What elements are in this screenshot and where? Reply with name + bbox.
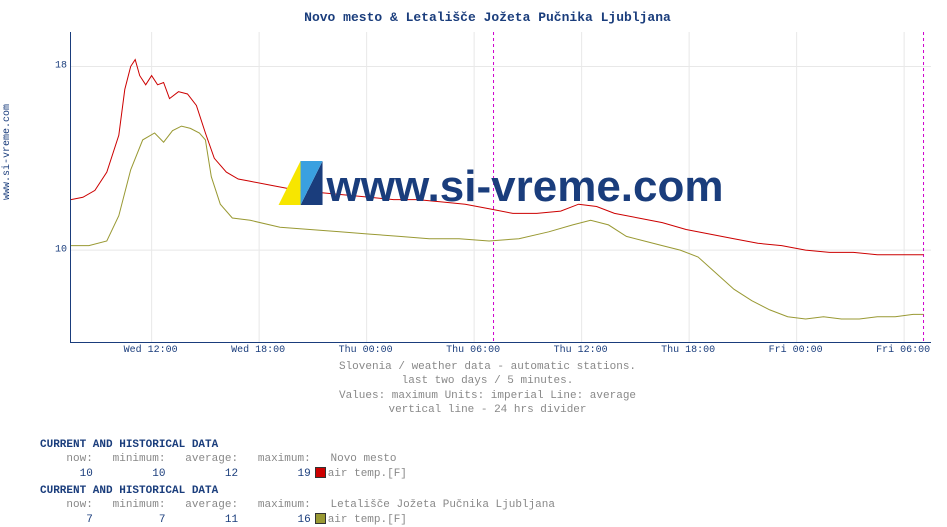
stats-row: now: minimum: average: maximum: Novo mes… [40,452,407,466]
stats-values: 7 7 11 16air temp.[F] [40,513,555,527]
series-name: Novo mesto [331,453,397,465]
x-tick-label: Fri 06:00 [876,345,930,356]
x-tick-label: Thu 12:00 [554,345,608,356]
y-tick-label: 18 [47,61,67,72]
x-tick-label: Thu 00:00 [339,345,393,356]
series-swatch [315,467,326,478]
x-tick-label: Thu 06:00 [446,345,500,356]
caption-line: Slovenia / weather data - automatic stat… [339,361,636,373]
caption-line: vertical line - 24 hrs divider [388,404,586,416]
stats-block: CURRENT AND HISTORICAL DATA now: minimum… [40,438,407,481]
x-tick-label: Wed 12:00 [124,345,178,356]
chart-container: Novo mesto & Letališče Jožeta Pučnika Lj… [40,10,935,380]
series-swatch [315,513,326,524]
x-tick-label: Fri 00:00 [769,345,823,356]
y-side-label: www.si-vreme.com [2,104,13,200]
stats-values: 10 10 12 19air temp.[F] [40,467,407,481]
metric-label: air temp.[F] [328,468,407,480]
x-tick-label: Thu 18:00 [661,345,715,356]
y-tick-label: 10 [47,245,67,256]
stats-block: CURRENT AND HISTORICAL DATA now: minimum… [40,484,555,527]
chart-svg [71,32,931,342]
caption-line: last two days / 5 minutes. [402,375,574,387]
chart-title: Novo mesto & Letališče Jožeta Pučnika Lj… [40,10,935,25]
stats-header: CURRENT AND HISTORICAL DATA [40,484,555,498]
stats-row: now: minimum: average: maximum: Letališč… [40,498,555,512]
caption: Slovenia / weather data - automatic stat… [40,360,935,417]
plot-area: www.si-vreme.com [70,32,931,343]
series-name: Letališče Jožeta Pučnika Ljubljana [331,499,555,511]
x-tick-label: Wed 18:00 [231,345,285,356]
stats-header: CURRENT AND HISTORICAL DATA [40,438,407,452]
metric-label: air temp.[F] [328,514,407,526]
caption-line: Values: maximum Units: imperial Line: av… [339,390,636,402]
